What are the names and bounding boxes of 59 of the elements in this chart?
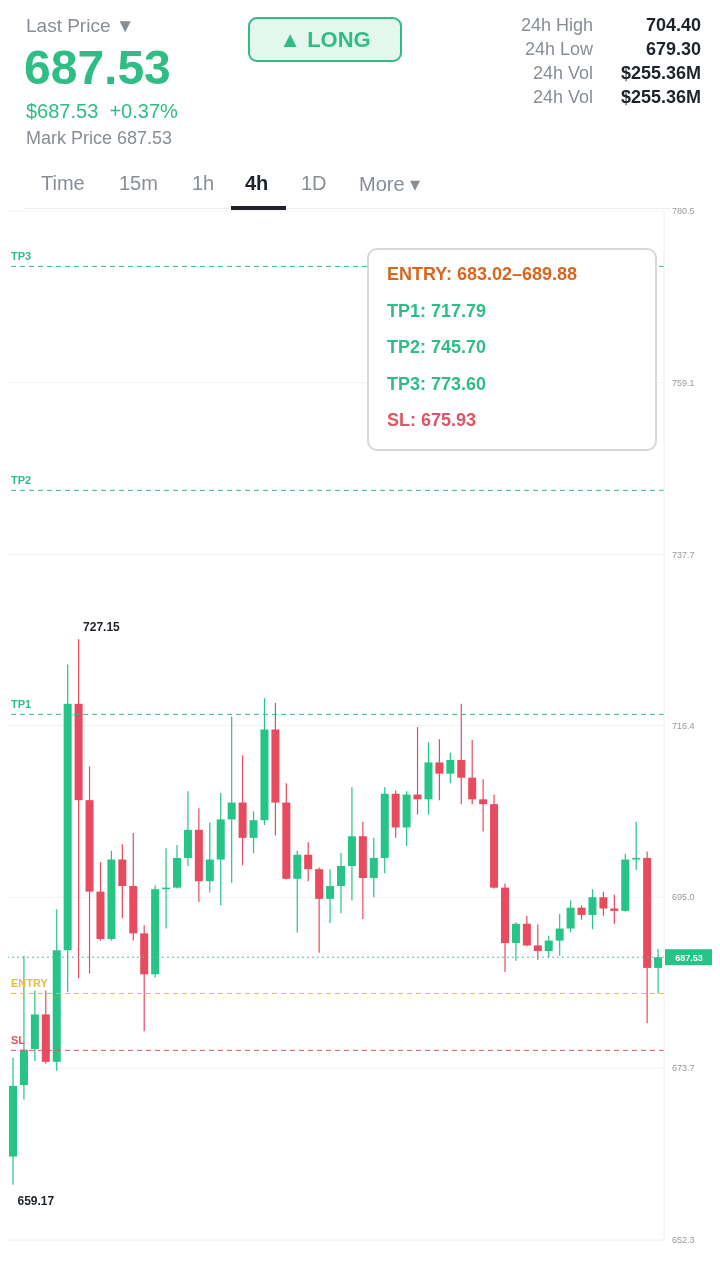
annotation: TP2: 745.70 (387, 337, 487, 358)
text: $255.36M (620, 87, 701, 108)
annotation: TP3: 773.60 (387, 373, 487, 395)
y-tick-label: 673.7 (672, 1063, 695, 1074)
chart-title: 687.53 (24, 40, 171, 96)
candlestick (566, 899, 575, 934)
chart-subtitle: $687.53 +0.37% (26, 100, 178, 123)
candlestick (369, 837, 378, 898)
y-tick-label: 652.3 (672, 1235, 695, 1246)
candlestick (533, 923, 542, 961)
text: 1h (192, 172, 215, 195)
candlestick (435, 738, 444, 801)
text: Last Price ▼ (26, 15, 135, 37)
y-tick-label: 716.4 (672, 720, 695, 731)
candlestick (599, 891, 608, 917)
text: More ▾ (359, 172, 421, 196)
y-tick-label: 737.7 (672, 549, 695, 560)
y-tick-label: 759.1 (672, 377, 695, 388)
candlestick (227, 716, 236, 884)
annotation: ENTRY: 683.02–689.88 (387, 264, 578, 285)
ref-line-label: TP1 (11, 698, 32, 711)
text: Time (41, 172, 85, 195)
candlestick (522, 915, 531, 947)
candlestick (468, 739, 477, 805)
candlestick (588, 888, 597, 930)
text: 24h Low (524, 39, 593, 60)
candlestick (654, 948, 663, 995)
text: 704.40 (645, 15, 701, 36)
annotation: SL: 675.93 (387, 410, 477, 431)
text: 4h (245, 172, 269, 195)
candlestick (479, 778, 488, 833)
text: 24h Vol (532, 63, 593, 84)
candlestick (632, 821, 641, 871)
text: $255.36M (620, 63, 701, 84)
ref-line-label: 687.53 (675, 952, 703, 963)
ref-line-label: TP3 (11, 250, 32, 263)
annotation: TP1: 717.79 (387, 300, 487, 322)
candlestick (249, 810, 258, 854)
candlestick (511, 921, 520, 962)
text: ▲ LONG (248, 17, 402, 62)
candlestick (304, 841, 313, 882)
text: 24h High (520, 15, 593, 36)
candlestick (337, 852, 345, 914)
text: 1D (301, 172, 327, 195)
annotation: 659.17 (17, 1193, 55, 1208)
candlestick (446, 752, 455, 784)
text: Mark Price 687.53 (26, 128, 173, 149)
text: 24h Vol (532, 87, 593, 108)
y-tick-label: 695.0 (672, 892, 695, 903)
text: 15m (119, 172, 158, 195)
annotation: 727.15 (83, 620, 121, 635)
ref-line-label: TP2 (11, 474, 32, 487)
text: 679.30 (645, 39, 701, 60)
candlestick (326, 868, 335, 924)
candlestick (544, 935, 553, 959)
candlestick (205, 822, 214, 894)
y-tick-label: 780.5 (672, 206, 695, 217)
candlestick (457, 703, 466, 805)
candlestick (555, 913, 564, 957)
